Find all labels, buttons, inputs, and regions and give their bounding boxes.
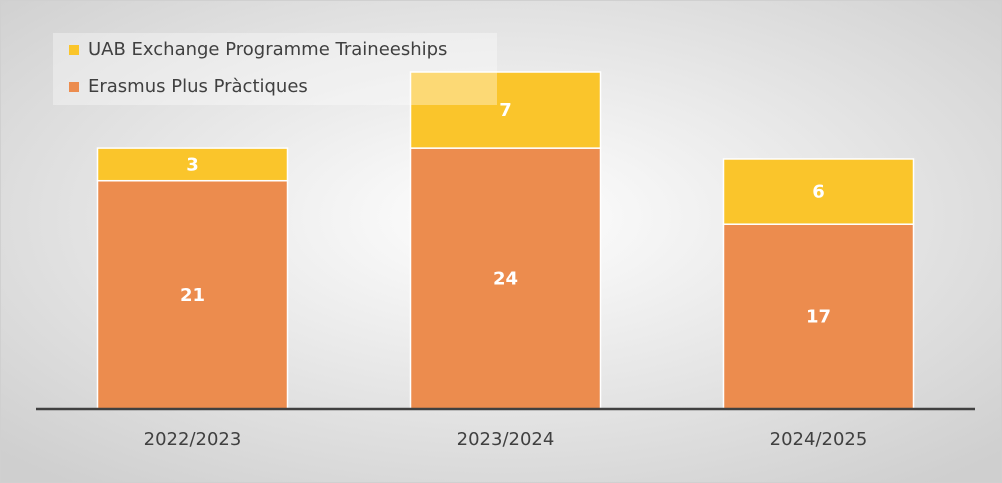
legend-label: UAB Exchange Programme Traineeships xyxy=(88,39,447,60)
data-label: 7 xyxy=(499,100,512,121)
bar-segment xyxy=(409,71,602,149)
legend-box xyxy=(53,33,497,105)
bar-segment xyxy=(722,223,915,410)
legend-swatch xyxy=(69,82,79,92)
bar-segment xyxy=(722,158,915,225)
data-label: 17 xyxy=(806,307,831,328)
x-tick-label: 2023/2024 xyxy=(457,429,555,450)
bar-segment xyxy=(96,179,289,410)
bar-segment xyxy=(409,147,602,410)
data-label: 6 xyxy=(812,182,825,203)
data-label: 21 xyxy=(180,285,205,306)
legend-swatch xyxy=(69,45,79,55)
x-tick-label: 2022/2023 xyxy=(144,429,242,450)
legend-label: Erasmus Plus Pràctiques xyxy=(88,76,308,97)
data-label: 3 xyxy=(186,154,199,175)
data-label: 24 xyxy=(493,269,518,290)
x-tick-label: 2024/2025 xyxy=(770,429,868,450)
bar-segment xyxy=(96,147,289,182)
